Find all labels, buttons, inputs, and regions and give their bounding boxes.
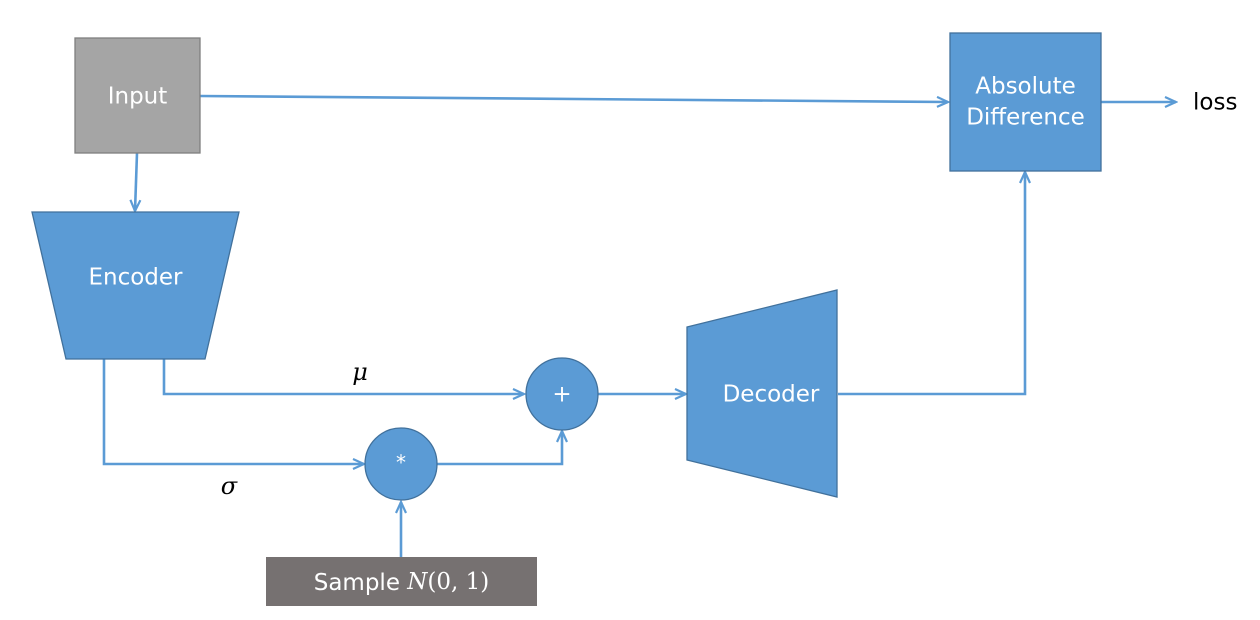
loss-label: loss — [1193, 90, 1237, 116]
mu-label: μ — [352, 358, 368, 386]
edge-mu — [162, 359, 524, 394]
input-node: Input — [74, 37, 201, 154]
edges — [102, 94, 1176, 557]
sample-label: Sample N(0, 1) — [314, 569, 490, 596]
plus-node: + — [525, 357, 599, 431]
times-node: * — [364, 427, 438, 501]
edge-input-to-encoder — [135, 152, 137, 211]
edge-decoder-to-absdiff — [838, 172, 1025, 396]
decoder-label: Decoder — [723, 382, 820, 408]
encoder-label: Encoder — [88, 265, 183, 291]
sample-node: Sample N(0, 1) — [266, 557, 537, 606]
sample-prefix: Sample — [314, 570, 408, 596]
absdiff-label-line2: Difference — [966, 105, 1085, 131]
encoder-node: Encoder — [31, 211, 240, 360]
sample-dist: N — [406, 569, 428, 595]
sample-args: (0, 1) — [427, 569, 489, 595]
decoder-node: Decoder — [686, 289, 838, 498]
plus-label: + — [552, 382, 571, 408]
sigma-label: σ — [221, 472, 238, 500]
times-label: * — [396, 451, 406, 475]
edge-sigma — [102, 359, 364, 464]
edge-times-to-plus — [437, 431, 562, 466]
input-label: Input — [108, 84, 168, 110]
absdiff-node: Absolute Difference — [949, 32, 1102, 172]
edge-input-to-absdiff — [199, 94, 948, 102]
absdiff-label-line1: Absolute — [975, 74, 1076, 100]
